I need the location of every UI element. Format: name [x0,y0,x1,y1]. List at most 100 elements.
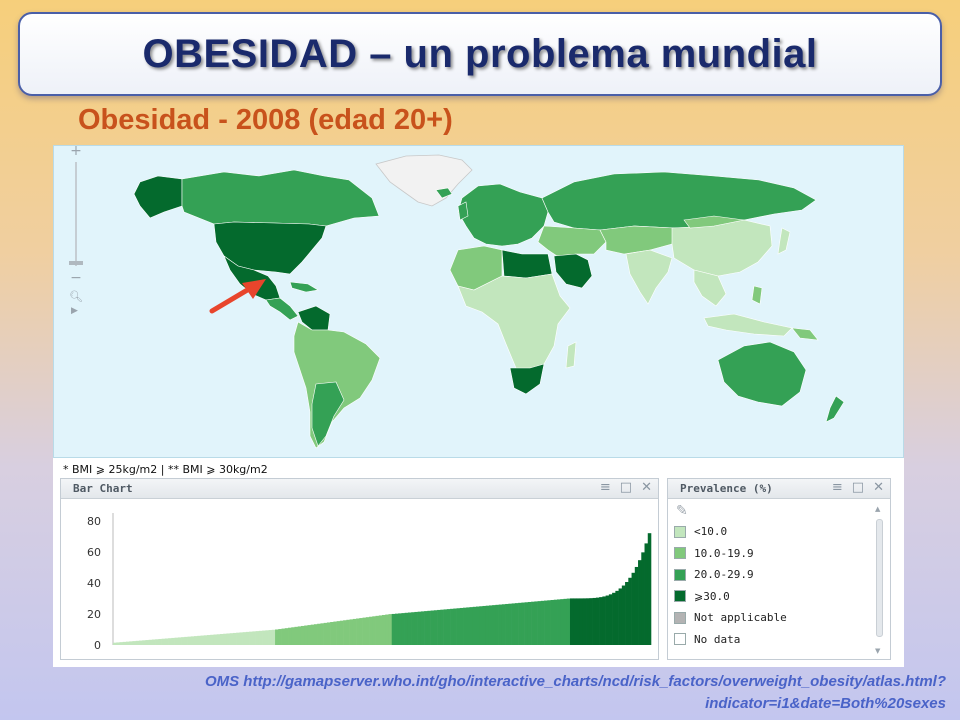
bar [255,631,260,645]
bar [599,597,603,645]
bar [122,641,127,645]
legend-item[interactable]: 20.0-29.9 [674,564,787,586]
bar [420,611,425,645]
zoom-out-button[interactable]: − [70,270,82,286]
bar [475,606,480,645]
bar [566,598,571,645]
y-tick-label: 20 [87,608,101,621]
menu-icon[interactable]: ≡ [599,480,611,495]
legend-label: <10.0 [694,525,728,539]
bar [219,633,224,645]
bar [181,637,185,645]
bar [427,610,431,645]
zoom-control[interactable]: + − 🔍︎ ▶ [68,146,84,321]
bar [330,622,334,645]
bar [560,599,564,645]
maximize-icon[interactable]: □ [619,480,633,495]
bar [433,610,438,645]
close-icon[interactable]: ✕ [873,480,884,495]
legend-item[interactable]: ⩾30.0 [674,586,787,608]
bar [382,614,386,645]
bar [553,599,558,645]
legend-item[interactable]: Not applicable [674,607,787,629]
legend-item[interactable]: 10.0-19.9 [674,543,787,565]
bar [359,618,363,645]
bar [362,617,367,645]
bar [411,612,415,645]
country-philippines [751,285,763,305]
bar [258,630,263,645]
bar [463,607,467,645]
maximize-icon[interactable]: □ [851,480,865,495]
bar [641,552,645,645]
legend-swatch [674,547,686,560]
bar [608,594,613,645]
bar [618,588,623,645]
bar [281,628,286,645]
bar [113,642,117,645]
bar [132,641,136,645]
bar [275,629,279,645]
bar [631,572,636,645]
bar [343,620,347,645]
legend-item[interactable]: No data [674,629,787,651]
zoom-slider-track[interactable] [75,162,77,266]
bar [304,625,308,645]
country-uk [457,201,469,221]
region-europe [457,183,549,247]
bar [229,633,234,645]
bar [145,640,149,645]
bar [437,609,441,645]
bar [385,614,389,645]
bar [443,609,448,645]
region-sub-saharan-africa [457,273,571,375]
bar [194,636,198,645]
slide-subtitle: Obesidad - 2008 (edad 20+) [78,104,453,136]
pencil-icon[interactable]: ✎ [676,503,688,519]
menu-icon[interactable]: ≡ [831,480,843,495]
bar [148,639,153,645]
bar [450,608,454,645]
bar [589,598,593,645]
country-alaska [133,175,183,219]
bar [310,624,315,645]
bar [138,640,143,645]
bar [155,639,159,645]
bar [573,598,577,645]
bar [223,633,227,645]
close-icon[interactable]: ✕ [641,480,652,495]
legend-tools: ≡ □ ✕ [832,480,884,495]
scroll-down-icon[interactable]: ▼ [875,647,881,655]
legend-item[interactable]: <10.0 [674,521,787,543]
bar [161,638,166,645]
bar [226,633,230,645]
zoom-slider-handle[interactable] [69,261,83,265]
world-map[interactable]: + − 🔍︎ ▶ [53,145,904,458]
bar [375,615,380,645]
bar [550,599,555,645]
country-south-africa [509,363,545,395]
magnifier-icon[interactable]: 🔍︎ [69,290,83,303]
legend-scrollbar[interactable]: ▲ ▼ [875,505,884,655]
legend-label: 20.0-29.9 [694,568,754,582]
bar [356,618,360,645]
legend-swatch [674,568,686,581]
bar [177,637,182,645]
bar [190,636,195,645]
bar [323,622,328,645]
scrollbar-thumb[interactable] [876,519,883,637]
zoom-in-button[interactable]: + [70,145,82,159]
country-canada [181,169,380,227]
bar [579,598,584,645]
country-mongolia [683,215,745,229]
bar [485,605,490,645]
play-icon[interactable]: ▶ [71,306,78,316]
bar [638,560,642,645]
scroll-up-icon[interactable]: ▲ [875,505,881,513]
source-line-2[interactable]: indicator=i1&date=Both%20sexes [705,695,946,712]
bar [407,612,412,645]
source-line-1[interactable]: OMS http://gamapserver.who.int/gho/inter… [204,673,946,690]
bar [313,624,318,645]
bar-chart-header: Bar Chart ≡ □ ✕ [61,479,658,499]
bar [440,609,444,645]
